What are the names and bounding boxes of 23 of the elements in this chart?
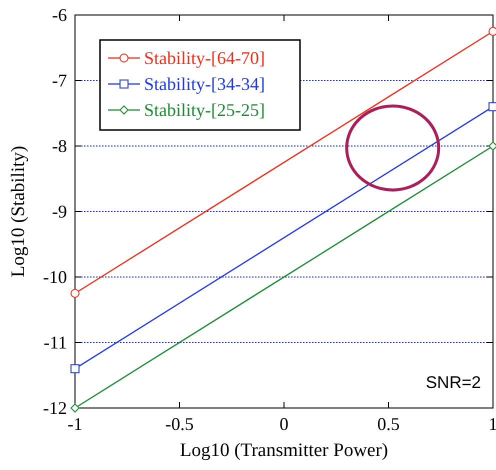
x-tick-label: 0 [280,414,288,434]
y-tick-label: -11 [44,332,67,352]
legend-label: Stability-[34-34] [144,74,265,94]
x-tick-label: -0.5 [165,414,194,434]
y-tick-label: -10 [43,267,67,287]
x-axis-title: Log10 (Transmitter Power) [180,440,388,461]
point [488,142,496,150]
point [488,102,496,112]
point [70,364,80,374]
point [70,288,80,298]
point [488,26,496,36]
y-tick-label: -12 [43,398,67,418]
y-tick-label: -9 [52,202,67,222]
y-tick-label: -8 [52,136,67,156]
y-tick-label: -6 [52,5,67,25]
x-tick-label: 0.5 [377,414,400,434]
x-tick-label: -1 [68,414,82,434]
legend-label: Stability-[64-70] [144,48,265,68]
legend-label: Stability-[25-25] [144,100,265,120]
point [70,404,80,412]
y-tick-label: -7 [52,70,67,90]
y-axis-title: Log10 (Stability) [8,146,29,278]
annotation: SNR=2 [426,373,481,392]
